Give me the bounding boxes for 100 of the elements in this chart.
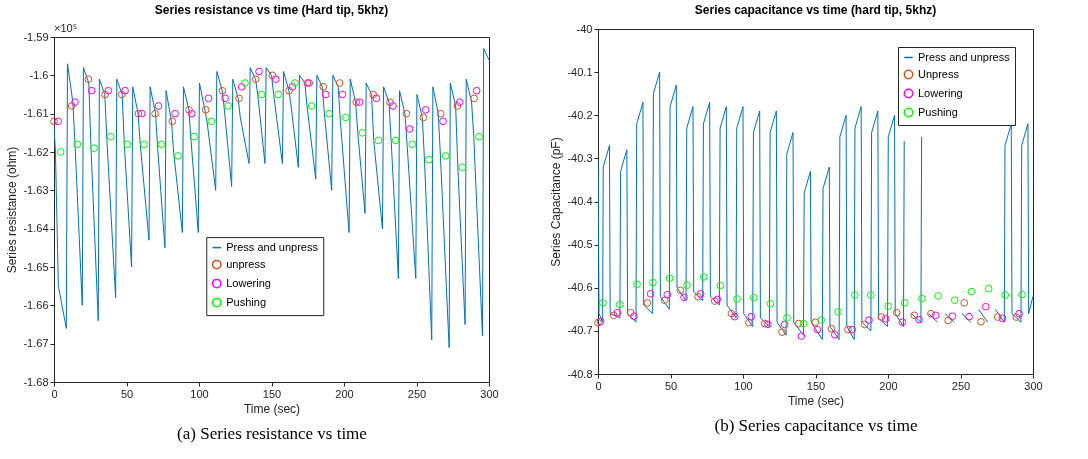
point <box>660 296 669 305</box>
y-tick-label: -1.68 <box>23 375 49 388</box>
point <box>764 320 772 329</box>
point <box>643 299 652 307</box>
x-tick-label: 150 <box>262 387 282 400</box>
point <box>834 308 842 316</box>
point <box>749 293 758 302</box>
point <box>850 291 859 299</box>
y-tick-label: -40.6 <box>567 281 593 294</box>
x-axis-title: Time (sec) <box>243 401 301 416</box>
point <box>934 292 942 300</box>
y-tick-label: -1.66 <box>23 298 49 311</box>
point <box>733 295 741 303</box>
point <box>421 105 430 114</box>
point <box>271 75 280 84</box>
point <box>187 109 196 118</box>
point <box>369 90 378 99</box>
point <box>615 300 624 309</box>
point <box>54 117 63 126</box>
x-tick-label: 50 <box>120 387 134 400</box>
point <box>716 281 725 290</box>
legend-label: Unpress <box>918 67 960 80</box>
point <box>998 314 1007 323</box>
point <box>881 314 890 323</box>
point <box>154 102 163 110</box>
point <box>680 293 688 302</box>
point <box>984 284 993 293</box>
point <box>699 273 708 281</box>
y-tick-label: -40.1 <box>567 65 593 78</box>
point <box>71 98 79 107</box>
y-tick-label: -40 <box>576 22 593 35</box>
point <box>121 86 129 95</box>
point <box>766 299 775 308</box>
legend-label: Lowering <box>918 86 963 99</box>
point <box>455 98 464 107</box>
point <box>84 75 93 84</box>
point <box>780 320 789 329</box>
point <box>291 79 299 87</box>
point <box>813 325 822 334</box>
legend-label: Press and unpress <box>918 50 1011 63</box>
point <box>633 280 641 289</box>
y-tick-label: -40.2 <box>567 108 593 121</box>
point <box>341 113 350 122</box>
point <box>157 140 166 149</box>
point <box>967 287 976 296</box>
text: (a) Series resistance vs time <box>176 424 368 444</box>
point <box>235 94 243 103</box>
point <box>218 86 227 95</box>
point <box>374 136 383 145</box>
point <box>391 136 400 145</box>
x-tick-label: 50 <box>664 379 678 392</box>
chart-title: Series resistance vs time (Hard tip, 5khz) <box>154 3 389 17</box>
point <box>288 82 297 91</box>
point <box>335 79 344 87</box>
point <box>948 312 957 321</box>
y-tick-label: -1.67 <box>23 337 49 350</box>
point <box>475 132 483 141</box>
point <box>117 90 126 99</box>
point <box>794 319 803 328</box>
point <box>458 163 467 172</box>
point <box>1018 290 1026 299</box>
point <box>981 302 990 311</box>
x-tick-label: 0 <box>595 379 602 392</box>
point <box>285 86 293 95</box>
y-tick-label: -1.6 <box>29 68 49 81</box>
y-tick-label: -40.4 <box>567 195 593 207</box>
y-tick-label: -40.8 <box>567 367 593 380</box>
point <box>931 311 940 320</box>
x-tick-label: 200 <box>879 379 898 392</box>
point <box>910 311 919 320</box>
point <box>201 105 210 114</box>
point <box>827 324 836 333</box>
x-tick-label: 150 <box>806 379 826 392</box>
point <box>405 125 414 133</box>
point <box>898 318 907 327</box>
point <box>321 90 330 99</box>
point <box>799 319 808 328</box>
point <box>140 140 148 149</box>
point <box>892 308 901 317</box>
point <box>224 102 232 110</box>
point <box>251 75 260 84</box>
point <box>425 155 433 164</box>
point <box>268 71 277 80</box>
point <box>848 325 857 334</box>
point <box>67 102 76 110</box>
point <box>1015 309 1023 318</box>
point <box>860 320 869 329</box>
point <box>844 325 852 334</box>
point <box>915 315 923 324</box>
point <box>436 109 445 118</box>
point <box>683 281 691 290</box>
point <box>877 313 886 321</box>
point <box>257 90 266 99</box>
point <box>900 299 909 307</box>
point <box>811 318 820 327</box>
point <box>274 90 283 99</box>
point <box>319 82 328 91</box>
point <box>441 151 450 160</box>
point <box>101 90 109 99</box>
point <box>865 316 873 324</box>
